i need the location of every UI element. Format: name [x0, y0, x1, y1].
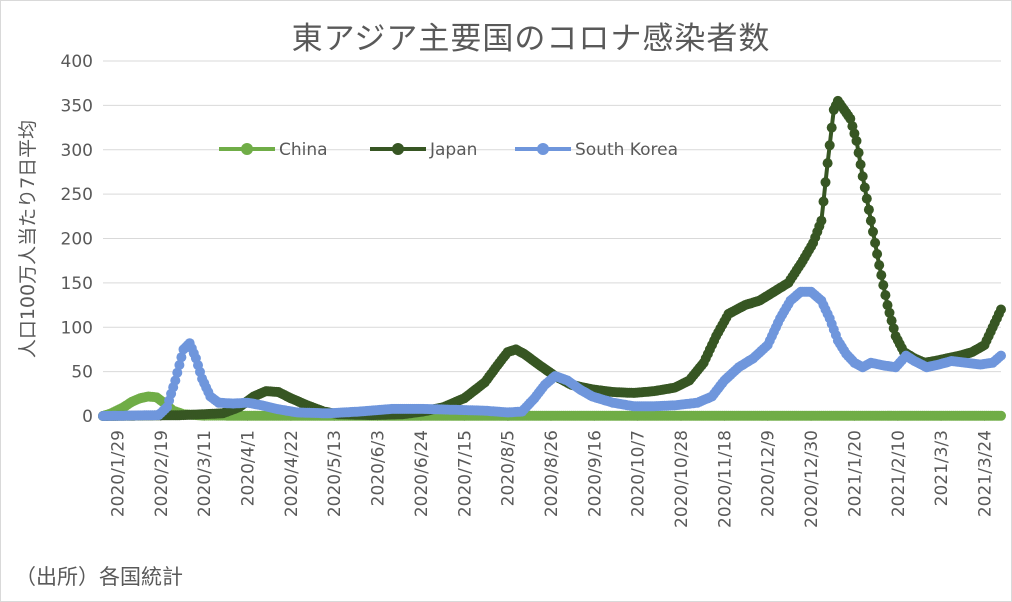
legend-swatch-marker	[241, 143, 253, 155]
y-tick-label: 250	[61, 185, 93, 205]
data-point	[872, 249, 883, 259]
data-point	[170, 375, 181, 386]
data-point	[996, 350, 1006, 361]
x-tick-label: 2020/3/11	[195, 430, 215, 517]
legend-item: Japan	[370, 140, 477, 160]
x-tick-label: 2020/1/29	[108, 430, 128, 517]
x-axis-ticks: 2020/1/29 2020/2/19 2020/3/11 2020/4/1 2020/…	[108, 416, 995, 528]
y-tick-label: 0	[82, 407, 93, 427]
x-tick-label: 2020/10/7	[629, 430, 649, 517]
data-point	[861, 193, 872, 204]
x-tick-label: 2020/4/22	[282, 430, 302, 517]
y-tick-label: 200	[61, 230, 93, 250]
data-point	[876, 270, 887, 281]
x-tick-label: 2020/12/9	[759, 430, 779, 517]
legend-label: China	[279, 140, 328, 160]
data-point	[851, 135, 862, 146]
x-tick-label: 2020/8/5	[499, 430, 519, 506]
data-point	[870, 237, 881, 248]
legend: China Japan South Korea	[219, 140, 678, 160]
y-tick-label: 100	[61, 318, 93, 338]
legend-item: China	[219, 140, 328, 160]
data-point	[820, 177, 831, 188]
y-axis-title: 人口100万人当たり7日平均	[17, 120, 39, 358]
data-point	[818, 196, 829, 207]
x-tick-label: 2020/6/3	[369, 430, 389, 506]
data-point	[874, 260, 885, 271]
data-point	[868, 226, 878, 237]
data-point	[863, 204, 874, 215]
series-south-korea	[98, 286, 1006, 421]
x-tick-label: 2020/2/19	[152, 430, 172, 517]
data-point	[822, 158, 833, 169]
data-point	[878, 280, 889, 291]
data-point	[882, 300, 893, 311]
series-layer	[98, 95, 1006, 421]
data-point	[880, 290, 891, 301]
y-tick-label: 50	[71, 363, 93, 383]
x-tick-label: 2020/5/13	[325, 430, 345, 517]
x-tick-label: 2020/7/15	[455, 430, 475, 517]
data-point	[996, 304, 1006, 315]
data-point	[888, 323, 899, 334]
y-tick-label: 350	[61, 96, 93, 116]
x-tick-label: 2021/3/24	[975, 430, 995, 517]
y-axis-ticks: 0 50 100 150 200 250 300 350 400	[61, 52, 93, 427]
legend-swatch-marker	[537, 143, 549, 155]
y-tick-label: 400	[61, 52, 93, 72]
data-point	[996, 410, 1006, 421]
data-point	[884, 307, 895, 318]
data-point	[172, 367, 183, 378]
x-tick-label: 2021/3/3	[932, 430, 952, 506]
data-point	[886, 315, 897, 326]
x-tick-label: 2020/10/28	[672, 430, 692, 528]
data-point	[176, 352, 187, 363]
y-tick-label: 300	[61, 141, 93, 161]
x-tick-label: 2020/6/24	[412, 430, 432, 517]
x-tick-label: 2021/2/10	[889, 430, 909, 517]
x-tick-label: 2020/9/16	[585, 430, 605, 517]
data-point	[816, 215, 827, 226]
y-tick-label: 150	[61, 274, 93, 294]
legend-item: South Korea	[515, 140, 678, 160]
x-tick-label: 2020/8/26	[542, 430, 562, 517]
data-point	[174, 360, 185, 370]
legend-label: Japan	[429, 140, 477, 160]
x-tick-label: 2020/4/1	[239, 430, 259, 506]
legend-swatch-marker	[392, 143, 404, 155]
data-point	[857, 171, 868, 182]
data-point	[865, 215, 876, 226]
source-note: （出所）各国統計	[15, 565, 183, 589]
chart-title: 東アジア主要国のコロナ感染者数	[292, 21, 771, 57]
x-tick-label: 2020/11/18	[715, 430, 735, 528]
data-point	[826, 122, 837, 133]
series-line	[103, 289, 1003, 418]
data-point	[855, 159, 866, 170]
x-tick-label: 2020/12/30	[802, 430, 822, 528]
data-point	[824, 140, 835, 151]
legend-label: South Korea	[575, 140, 678, 160]
data-point	[853, 147, 864, 158]
x-tick-label: 2021/1/20	[845, 430, 865, 517]
data-point	[859, 182, 870, 193]
